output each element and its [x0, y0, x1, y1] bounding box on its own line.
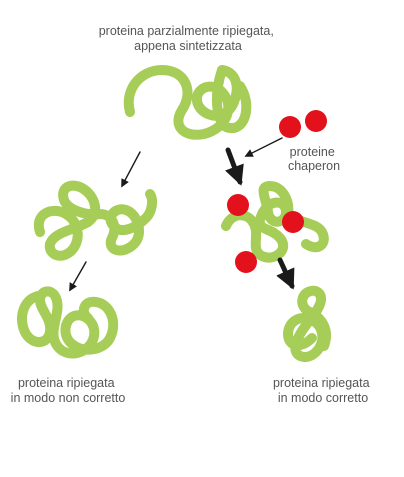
label-correct-protein: proteina ripiegata in modo corretto: [273, 376, 373, 405]
nascent-protein-strand: [123, 65, 252, 140]
intermediate-protein-strand: [33, 180, 158, 261]
misfolded-protein-strand: [17, 286, 119, 359]
chaperon-protein-dot: [305, 110, 327, 132]
misfold-path-arrow: [121, 151, 141, 188]
assisted-path-arrow: [225, 147, 244, 186]
chaperon-bound-protein: [221, 181, 329, 273]
chaperon-pair: [279, 110, 327, 138]
chaperon-protein-dot: [235, 251, 257, 273]
label-nascent-protein: proteina parzialmente ripiegata, appena …: [99, 24, 278, 53]
chaperon-protein-dot: [227, 194, 249, 216]
correctly-folded-protein-strand: [283, 285, 332, 363]
misfold-final-arrow: [69, 261, 87, 292]
chaperon-arrow: [244, 137, 283, 157]
label-misfolded-protein: proteina ripiegata in modo non corretto: [11, 376, 126, 405]
label-chaperon: proteine chaperon: [288, 145, 340, 173]
correct-fold-arrow: [276, 257, 295, 290]
chaperon-protein-dot: [282, 211, 304, 233]
chaperon-protein-dot: [279, 116, 301, 138]
